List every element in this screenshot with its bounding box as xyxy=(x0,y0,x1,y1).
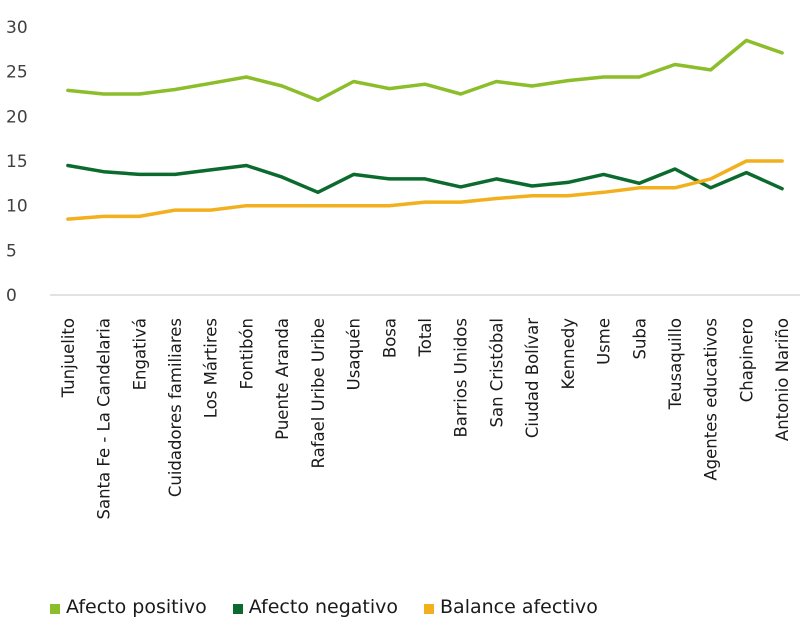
x-tick-label: Rafael Uribe Uribe xyxy=(309,318,328,469)
x-tick-label: Los Mártires xyxy=(202,318,221,418)
x-tick-label: Suba xyxy=(630,318,649,360)
x-tick-label: Barrios Unidos xyxy=(452,318,471,438)
x-tick-label: Puente Aranda xyxy=(273,318,292,440)
legend-label-afecto-positivo: Afecto positivo xyxy=(66,596,207,618)
legend-label-balance-afectivo: Balance afectivo xyxy=(440,596,598,618)
series-line-balance-afectivo xyxy=(66,159,784,221)
x-tick-label: Chapinero xyxy=(737,318,756,402)
x-axis-labels: Tunjuelito Santa Fe - La Candelaria Engati… xyxy=(59,318,792,520)
x-tick-label: Fontibón xyxy=(237,318,256,390)
x-tick-label: Usme xyxy=(595,318,614,365)
x-tick-label: Bosa xyxy=(380,318,399,358)
x-tick-label: Total xyxy=(416,318,435,358)
x-tick-label: Ciudad Bolívar xyxy=(523,318,542,438)
x-tick-label: Usaquén xyxy=(345,318,364,390)
x-tick-label: Tunjuelito xyxy=(59,318,78,398)
y-tick-label: 20 xyxy=(6,107,28,127)
legend-swatch-afecto-negativo xyxy=(232,604,243,614)
legend-item-afecto-negativo: Afecto negativo xyxy=(232,596,399,618)
y-tick-label: 5 xyxy=(6,241,17,261)
series-line-afecto-positivo xyxy=(66,38,784,103)
legend-swatch-balance-afectivo xyxy=(424,604,435,614)
x-tick-label: Agentes educativos xyxy=(702,318,721,481)
series-lines xyxy=(66,38,784,221)
y-axis-ticks: 0 5 10 15 20 25 30 xyxy=(6,18,28,306)
y-tick-label: 30 xyxy=(6,18,28,38)
x-tick-label: Antonio Nariño xyxy=(773,318,792,441)
x-tick-label: Kennedy xyxy=(559,318,578,390)
x-tick-label: Santa Fe - La Candelaria xyxy=(95,318,114,520)
legend-item-afecto-positivo: Afecto positivo xyxy=(50,596,207,618)
x-tick-label: Cuidadores familiares xyxy=(166,318,185,497)
y-tick-label: 25 xyxy=(6,63,28,83)
y-tick-label: 0 xyxy=(6,286,17,306)
legend-label-afecto-negativo: Afecto negativo xyxy=(248,596,399,618)
y-tick-label: 10 xyxy=(6,197,28,217)
x-tick-label: San Cristóbal xyxy=(487,318,506,428)
x-tick-label: Teusaquillo xyxy=(666,318,685,410)
y-tick-label: 15 xyxy=(6,152,28,172)
series-line-afecto-negativo xyxy=(66,163,784,195)
x-tick-label: Engativá xyxy=(130,318,149,390)
legend: Afecto positivo Afecto negativo Balance … xyxy=(50,596,598,618)
legend-swatch-afecto-positivo xyxy=(50,604,60,614)
legend-item-balance-afectivo: Balance afectivo xyxy=(424,596,598,618)
